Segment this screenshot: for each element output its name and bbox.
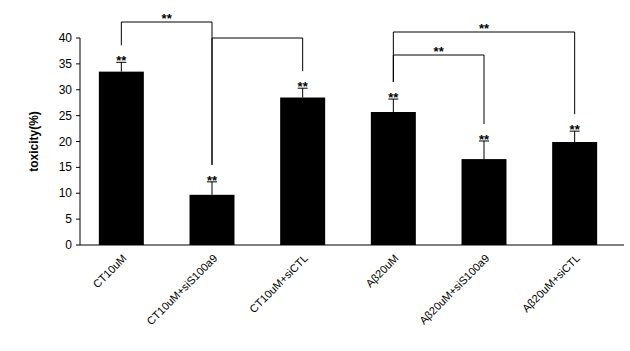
y-tick <box>76 167 80 168</box>
y-tick <box>76 89 80 90</box>
y-tick <box>76 219 80 220</box>
bar <box>552 142 597 245</box>
comparison-bracket <box>393 55 484 124</box>
comparison-bracket <box>393 32 574 114</box>
y-tick <box>76 115 80 116</box>
significance-star: ** <box>298 79 309 94</box>
bar <box>190 195 235 245</box>
y-tick-label: 40 <box>59 31 73 45</box>
y-tick-label: 10 <box>59 186 73 200</box>
comparison-label: ** <box>479 21 490 36</box>
y-axis-label: toxicity(%) <box>27 111 41 172</box>
comparison-label: ** <box>434 44 445 59</box>
bars <box>99 62 597 245</box>
bar <box>99 72 144 245</box>
y-tick-label: 20 <box>59 135 73 149</box>
x-tick-label: Aβ20uM+siS100a9 <box>417 252 492 327</box>
significance-star: ** <box>207 173 218 188</box>
comparison-bracket <box>212 38 303 165</box>
x-tick-label: CT10uM+siCTL <box>247 252 310 315</box>
chart: 0 5 10 15 20 25 30 35 40 toxicity(%) CT10uM CT10uM+… <box>0 0 630 351</box>
x-tick-label: Aβ20uM+siCTL <box>520 252 582 314</box>
x-tick-label: CT10uM <box>90 252 128 290</box>
bar <box>280 98 325 245</box>
y-tick-label: 5 <box>65 212 72 226</box>
x-tick-label: Aβ20uM <box>363 252 401 290</box>
comparison-label: ** <box>162 11 173 26</box>
y-tick <box>76 245 80 246</box>
significance-star: ** <box>116 53 127 68</box>
y-tick <box>76 38 80 39</box>
y-tick-label: 25 <box>59 109 73 123</box>
comparison-bracket <box>121 22 212 165</box>
y-tick <box>76 193 80 194</box>
y-tick-label: 35 <box>59 57 73 71</box>
bar <box>462 159 507 245</box>
bar <box>371 112 416 245</box>
y-tick-label: 0 <box>65 238 72 252</box>
significance-star: ** <box>570 122 581 137</box>
y-tick <box>76 141 80 142</box>
chart-container: 0 5 10 15 20 25 30 35 40 toxicity(%) CT10uM CT10uM+… <box>0 0 630 351</box>
x-axis <box>80 245 624 246</box>
y-tick <box>76 63 80 64</box>
y-tick-label: 15 <box>59 160 73 174</box>
significance-star: ** <box>388 90 399 105</box>
significance-star: ** <box>479 132 490 147</box>
x-tick-label: CT10uM+siS100a9 <box>144 252 219 327</box>
y-tick-label: 30 <box>59 83 73 97</box>
